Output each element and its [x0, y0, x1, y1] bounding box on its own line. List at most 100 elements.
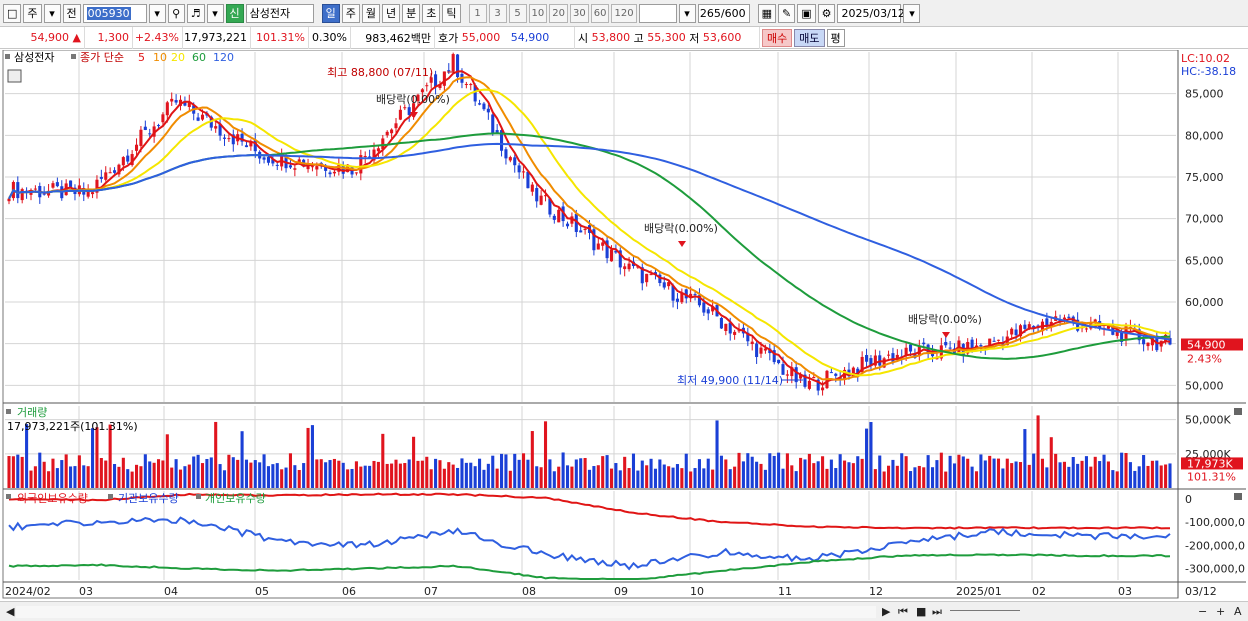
candle-body: [262, 157, 266, 160]
minute-option-20[interactable]: 20: [549, 3, 568, 23]
volume-bar: [979, 454, 983, 488]
volume-bar: [535, 466, 539, 488]
zoom-in-icon[interactable]: +: [1216, 605, 1226, 618]
candle-body: [601, 242, 605, 246]
volume-bar: [478, 458, 482, 488]
tab-day[interactable]: 일: [321, 3, 340, 23]
tab-tick[interactable]: 틱: [442, 3, 461, 23]
candle-body: [51, 183, 55, 188]
stock-name-field[interactable]: 삼성전자: [245, 3, 314, 23]
stock-code-field[interactable]: 005930: [82, 3, 147, 23]
candle-body: [394, 123, 398, 129]
buy-button[interactable]: 매수: [762, 28, 793, 47]
rewind-icon[interactable]: ⏮: [898, 604, 908, 618]
stop-icon[interactable]: ■: [916, 605, 927, 618]
volume-bar: [442, 468, 446, 488]
interval-select[interactable]: [638, 3, 677, 23]
volume-bar: [337, 460, 341, 488]
chart-type-icon[interactable]: □: [3, 3, 22, 23]
scroll-bar[interactable]: ◀ ▶ ⏮ ■ ⏭ − + A: [0, 601, 1248, 621]
speaker-icon[interactable]: ♬: [186, 3, 205, 23]
chevron-down-icon[interactable]: ▾: [43, 3, 61, 23]
tab-second[interactable]: 초: [422, 3, 441, 23]
candle-body: [887, 354, 891, 356]
sell-button[interactable]: 매도: [794, 28, 825, 47]
ask-label: 호가: [438, 31, 459, 45]
scroll-right-icon[interactable]: ▶: [882, 605, 891, 618]
volume-bar: [772, 455, 776, 488]
fast-forward-icon[interactable]: ⏭: [932, 604, 942, 618]
candle-body: [16, 182, 20, 199]
compare-button[interactable]: 전: [62, 3, 81, 23]
volume-bar: [346, 469, 350, 488]
x-tick-label: 05: [255, 585, 269, 598]
volume-bar: [447, 462, 451, 488]
zoom-slider[interactable]: [950, 610, 1020, 614]
minute-option-5[interactable]: 5: [508, 3, 527, 23]
minute-option-1[interactable]: 1: [468, 3, 487, 23]
candle-body: [521, 171, 526, 173]
volume-bar: [275, 463, 279, 488]
tab-month[interactable]: 월: [361, 3, 381, 23]
holding-legend-individual: 개인보유수량: [205, 492, 266, 505]
zoom-out-icon[interactable]: −: [1198, 605, 1208, 618]
scroll-track[interactable]: [16, 606, 876, 618]
x-tick-label: 06: [342, 585, 356, 598]
search-icon[interactable]: ⚲: [167, 3, 185, 23]
candle-body: [737, 330, 741, 332]
holding-tick-label: -100,000,0: [1185, 516, 1245, 529]
volume-bar: [649, 458, 653, 488]
tab-year[interactable]: 년: [382, 3, 401, 23]
legend-ma-period: 5: [138, 51, 145, 64]
speaker-dropdown-icon[interactable]: ▾: [206, 3, 224, 23]
tab-minute[interactable]: 분: [402, 3, 421, 23]
volume-cell: 17,973,221: [183, 26, 251, 49]
volume-bar: [922, 467, 926, 488]
indicator-icon[interactable]: ▦: [757, 3, 776, 23]
volume-bar: [368, 465, 372, 488]
minute-option-10[interactable]: 10: [528, 3, 548, 23]
draw-tools-icon[interactable]: ✎: [777, 3, 796, 23]
minute-option-30[interactable]: 30: [570, 3, 589, 23]
volume-bar: [860, 458, 864, 488]
calendar-dropdown-icon[interactable]: ▾: [903, 3, 921, 23]
volume-bar: [218, 464, 222, 488]
volume-bar: [719, 455, 723, 488]
bar-count-field[interactable]: 265/600: [697, 3, 750, 23]
tab-week[interactable]: 주: [341, 3, 360, 23]
save-icon[interactable]: ▣: [797, 3, 816, 23]
minute-option-3[interactable]: 3: [488, 3, 507, 23]
volume-bar: [86, 466, 90, 488]
candle-body: [33, 188, 37, 190]
gear-icon[interactable]: ⚙: [817, 3, 836, 23]
flat-button[interactable]: 평: [826, 28, 845, 47]
volume-bar: [1049, 437, 1053, 488]
volume-bar: [1098, 461, 1102, 488]
volume-bar: [38, 452, 42, 488]
volume-bar: [557, 466, 561, 488]
minute-option-120[interactable]: 120: [611, 3, 637, 23]
candle-body: [385, 131, 389, 136]
volume-bar: [838, 454, 842, 488]
turnover-cell: 0.30%: [309, 26, 351, 49]
volume-bar: [966, 458, 970, 488]
font-size-icon[interactable]: A: [1234, 605, 1242, 618]
candle-body: [618, 250, 622, 268]
candle-body: [271, 159, 275, 164]
candle-body: [829, 372, 833, 374]
code-dropdown-icon[interactable]: ▾: [148, 3, 166, 23]
volume-bar: [165, 434, 169, 488]
date-field[interactable]: 2025/03/12: [837, 3, 905, 23]
scroll-left-icon[interactable]: ◀: [6, 605, 15, 618]
volume-bar: [25, 424, 29, 488]
minute-option-60[interactable]: 60: [590, 3, 610, 23]
period-select[interactable]: 주: [23, 3, 42, 23]
volume-bar: [381, 433, 385, 488]
volume-bar: [174, 459, 178, 488]
stock-chart[interactable]: 85,000 80,000 75,000 70,000 65,000 60,000 50,0…: [0, 50, 1248, 601]
volume-bar: [1124, 452, 1128, 488]
interval-dropdown-icon[interactable]: ▾: [678, 3, 696, 23]
volume-current-tag: [1181, 457, 1243, 470]
candle-body: [609, 249, 614, 262]
volume-bar: [280, 469, 284, 488]
